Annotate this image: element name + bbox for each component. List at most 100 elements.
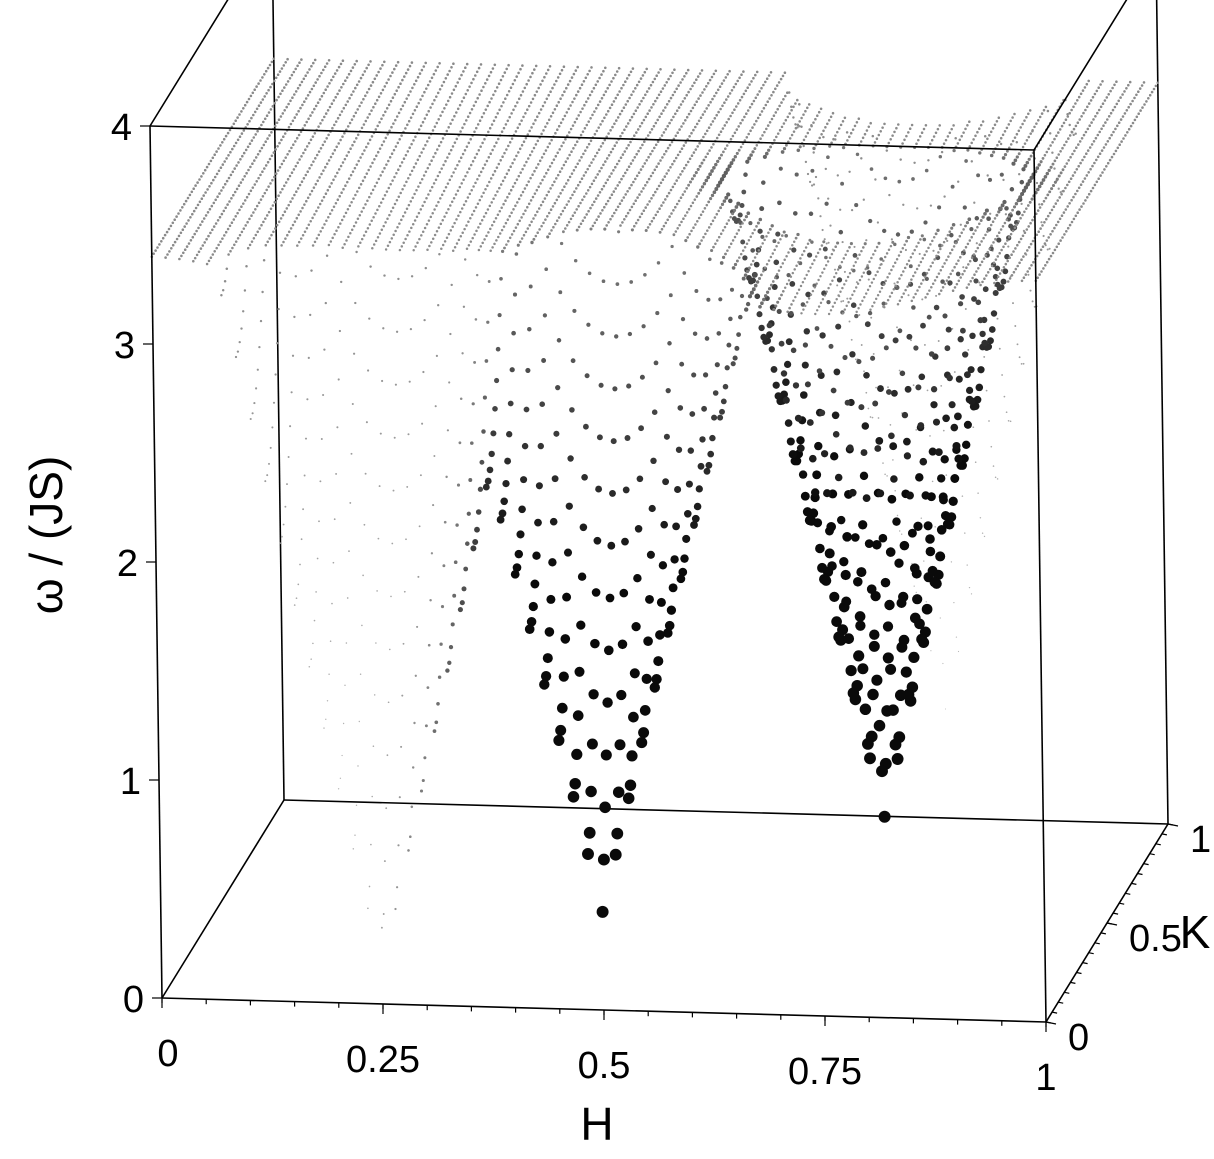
surface-point (261, 290, 264, 294)
surface-point (958, 138, 962, 142)
surface-point (1037, 163, 1041, 167)
surface-point (497, 82, 501, 85)
surface-point (700, 161, 704, 165)
surface-point (749, 290, 754, 295)
surface-point (937, 340, 940, 342)
surface-point (296, 187, 300, 190)
surface-point (885, 252, 889, 255)
surface-point (504, 457, 512, 465)
surface-point (228, 128, 232, 132)
surface-point (869, 416, 872, 418)
surface-point (745, 301, 751, 307)
surface-point (940, 385, 943, 387)
surface-point (1076, 121, 1080, 124)
surface-point (559, 97, 562, 100)
surface-point (301, 206, 304, 210)
surface-point (512, 292, 518, 297)
surface-point (495, 346, 501, 352)
surface-point (903, 452, 912, 460)
surface-point (378, 485, 381, 488)
surface-point (417, 575, 420, 578)
surface-point (946, 233, 950, 237)
surface-point (287, 456, 290, 458)
surface-point (769, 145, 773, 149)
surface-point (887, 386, 889, 389)
surface-point (431, 237, 435, 240)
surface-point (803, 277, 807, 280)
surface-point (691, 372, 697, 378)
surface-point (1057, 174, 1061, 178)
surface-point (279, 542, 281, 545)
surface-point (794, 414, 802, 422)
surface-point (976, 173, 981, 178)
surface-point (364, 119, 368, 123)
surface-point (551, 183, 554, 187)
surface-point (376, 235, 380, 239)
surface-point (445, 668, 450, 673)
surface-point (856, 282, 860, 286)
surface-point (451, 249, 455, 253)
surface-point (1082, 202, 1085, 205)
surface-point (946, 374, 953, 382)
surface-point (624, 171, 627, 175)
surface-point (950, 248, 954, 252)
surface-point (461, 586, 467, 592)
surface-point (495, 141, 498, 144)
surface-point (554, 131, 557, 135)
surface-point (587, 142, 591, 146)
surface-point (1095, 89, 1099, 93)
surface-point (473, 360, 477, 364)
surface-point (1027, 135, 1031, 139)
surface-point (869, 629, 880, 640)
surface-point (731, 158, 736, 162)
surface-point (675, 446, 683, 453)
surface-point (785, 143, 788, 147)
surface-point (395, 886, 399, 889)
surface-point (725, 144, 729, 147)
surface-point (326, 188, 330, 192)
surface-point (890, 268, 893, 272)
surface-point (753, 147, 757, 151)
surface-point (639, 146, 642, 150)
surface-point (684, 214, 687, 217)
surface-point (477, 226, 480, 229)
surface-point (935, 294, 938, 297)
surface-point (824, 126, 827, 129)
surface-point (986, 216, 991, 222)
surface-point (1133, 96, 1136, 100)
surface-point (576, 65, 579, 69)
surface-point (1072, 195, 1075, 199)
surface-point (689, 109, 693, 113)
surface-point (175, 237, 179, 241)
surface-point (782, 98, 785, 101)
surface-point (778, 128, 782, 132)
surface-point (527, 202, 531, 206)
surface-point (268, 462, 270, 465)
surface-point (1012, 302, 1014, 305)
surface-point (746, 275, 752, 281)
surface-point (695, 122, 699, 126)
surface-point (376, 208, 379, 212)
surface-point (500, 228, 504, 232)
y-axis-title: K (1180, 906, 1211, 958)
surface-point (807, 252, 813, 258)
surface-point (684, 163, 688, 167)
surface-point (804, 135, 808, 138)
surface-point (342, 187, 345, 191)
surface-point (369, 265, 372, 268)
surface-point (982, 286, 989, 293)
surface-point (861, 299, 864, 303)
surface-point (586, 738, 598, 750)
surface-point (1113, 83, 1116, 87)
surface-point (947, 255, 950, 258)
surface-point (963, 420, 972, 429)
surface-point (712, 143, 715, 146)
surface-point (245, 171, 248, 175)
surface-point (583, 826, 596, 839)
surface-point (912, 594, 923, 605)
surface-point (716, 88, 720, 92)
surface-point (484, 211, 488, 215)
surface-point (1037, 119, 1040, 122)
surface-point (684, 119, 687, 122)
surface-point (999, 228, 1003, 231)
